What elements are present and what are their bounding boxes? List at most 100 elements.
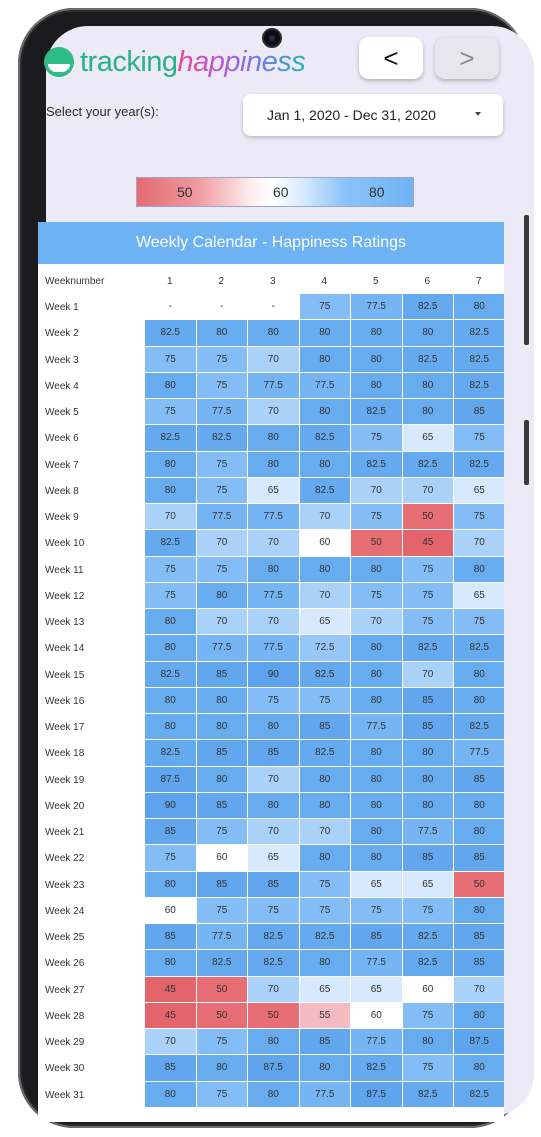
rating-cell: 60 (351, 1002, 402, 1028)
rating-cell: 77.5 (351, 714, 402, 740)
rating-cell: 80 (145, 687, 196, 713)
rating-cell: 70 (145, 1029, 196, 1055)
rating-cell: 80 (248, 320, 299, 346)
rating-cell: 85 (196, 792, 247, 818)
rating-cell: 82.5 (454, 451, 504, 477)
rating-cell: 60 (402, 976, 453, 1002)
rating-cell: 85 (402, 714, 453, 740)
rating-cell: 80 (145, 451, 196, 477)
rating-cell: 82.5 (299, 661, 350, 687)
rating-cell: 82.5 (402, 346, 453, 372)
rating-cell: 80 (454, 687, 504, 713)
rating-cell: 75 (299, 871, 350, 897)
app-logo: tracking happiness (44, 40, 306, 84)
rating-cell: 65 (248, 477, 299, 503)
column-header: 7 (476, 276, 482, 287)
table-row: Week 13 80 70 70 65 70 75 75 (38, 609, 504, 635)
rating-cell: 77.5 (299, 1081, 350, 1107)
table-row: Week 24 60 75 75 75 75 75 80 (38, 897, 504, 924)
table-row: Week 3 75 75 70 80 80 82.5 82.5 (38, 346, 504, 373)
rating-cell: 75 (196, 451, 247, 477)
rating-cell: 70 (248, 766, 299, 792)
rating-cell: 80 (196, 582, 247, 608)
rating-cell: 77.5 (248, 635, 299, 661)
rating-cell: 85 (248, 740, 299, 766)
week-label: Week 14 (45, 643, 85, 655)
rating-cell: 80 (196, 766, 247, 792)
rating-cell: 50 (196, 1002, 247, 1028)
rating-cell: 70 (248, 399, 299, 425)
rating-cell: - (248, 294, 299, 320)
rating-cell: 75 (145, 556, 196, 582)
column-header: 3 (270, 276, 276, 287)
week-label: Week 3 (45, 354, 79, 366)
rating-cell: 80 (248, 451, 299, 477)
rating-cell: 85 (454, 950, 504, 976)
table-row: Week 14 80 77.5 77.5 72.5 80 82.5 82.5 (38, 635, 504, 661)
rating-cell: 75 (402, 897, 453, 923)
rating-cell: 77.5 (248, 372, 299, 398)
rating-cell: 75 (402, 582, 453, 608)
rating-cell: 82.5 (248, 950, 299, 976)
week-label: Week 19 (45, 774, 85, 786)
rating-cell: 82.5 (402, 924, 453, 950)
rating-cell: 82.5 (299, 425, 350, 451)
table-row: Week 6 82.5 82.5 80 82.5 75 65 75 (38, 425, 504, 451)
rating-cell: 65 (454, 582, 504, 608)
rating-cell: 80 (145, 372, 196, 398)
rating-cell: 65 (402, 871, 453, 897)
week-label: Week 28 (45, 1010, 85, 1022)
rating-cell: 70 (454, 530, 504, 556)
rating-cell: 75 (196, 819, 247, 845)
year-select-label: Select your year(s): (46, 104, 159, 119)
rating-cell: 75 (145, 346, 196, 372)
rating-cell: 80 (402, 792, 453, 818)
rating-cell: 80 (402, 766, 453, 792)
rating-cell: 75 (248, 687, 299, 713)
rating-cell: 80 (248, 425, 299, 451)
rating-cell: 85 (196, 871, 247, 897)
week-label: Week 31 (45, 1089, 85, 1101)
table-row: Week 16 80 80 75 75 80 85 80 (38, 687, 504, 714)
row-header-label: Weeknumber (45, 276, 105, 287)
rating-cell: 80 (454, 1002, 504, 1028)
rating-cell: 80 (196, 320, 247, 346)
rating-cell: 50 (248, 1002, 299, 1028)
week-label: Week 13 (45, 617, 85, 628)
rating-cell: 82.5 (402, 1081, 453, 1107)
table-row: Week 30 85 80 87.5 80 82.5 75 80 (38, 1055, 504, 1081)
week-label: Week 22 (45, 853, 85, 865)
rating-cell: 70 (248, 819, 299, 845)
rating-cell: 70 (248, 976, 299, 1002)
week-label: Week 16 (45, 695, 85, 707)
table-row: Week 7 80 75 80 80 82.5 82.5 82.5 (38, 451, 504, 478)
table-row: Week 29 70 75 80 85 77.5 80 87.5 (38, 1029, 504, 1055)
rating-cell: 80 (454, 792, 504, 818)
table-row: Week 9 70 77.5 77.5 70 75 50 75 (38, 504, 504, 530)
rating-cell: 80 (299, 766, 350, 792)
rating-cell: 50 (351, 530, 402, 556)
table-row: Week 22 75 60 65 80 80 85 85 (38, 845, 504, 871)
rating-cell: 65 (351, 871, 402, 897)
rating-cell: 80 (351, 845, 402, 871)
rating-cell: 82.5 (402, 635, 453, 661)
rating-cell: 70 (196, 530, 247, 556)
next-button[interactable]: > (435, 37, 499, 79)
rating-cell: 65 (299, 609, 350, 635)
rating-cell: 75 (454, 425, 504, 451)
rating-cell: 75 (145, 845, 196, 871)
rating-cell: 75 (351, 582, 402, 608)
week-label: Week 15 (45, 669, 85, 681)
rating-cell: 75 (454, 609, 504, 635)
rating-cell: 87.5 (351, 1081, 402, 1107)
week-label: Week 1 (45, 302, 79, 313)
rating-cell: 80 (299, 1055, 350, 1081)
color-legend: 50 60 80 (136, 177, 414, 207)
rating-cell: 77.5 (196, 504, 247, 530)
rating-cell: - (196, 294, 247, 320)
rating-cell: 82.5 (454, 320, 504, 346)
week-label: Week 17 (45, 722, 85, 733)
date-range-dropdown[interactable]: Jan 1, 2020 - Dec 31, 2020 (243, 94, 503, 136)
previous-button[interactable]: < (359, 37, 423, 79)
week-label: Week 26 (45, 958, 85, 970)
